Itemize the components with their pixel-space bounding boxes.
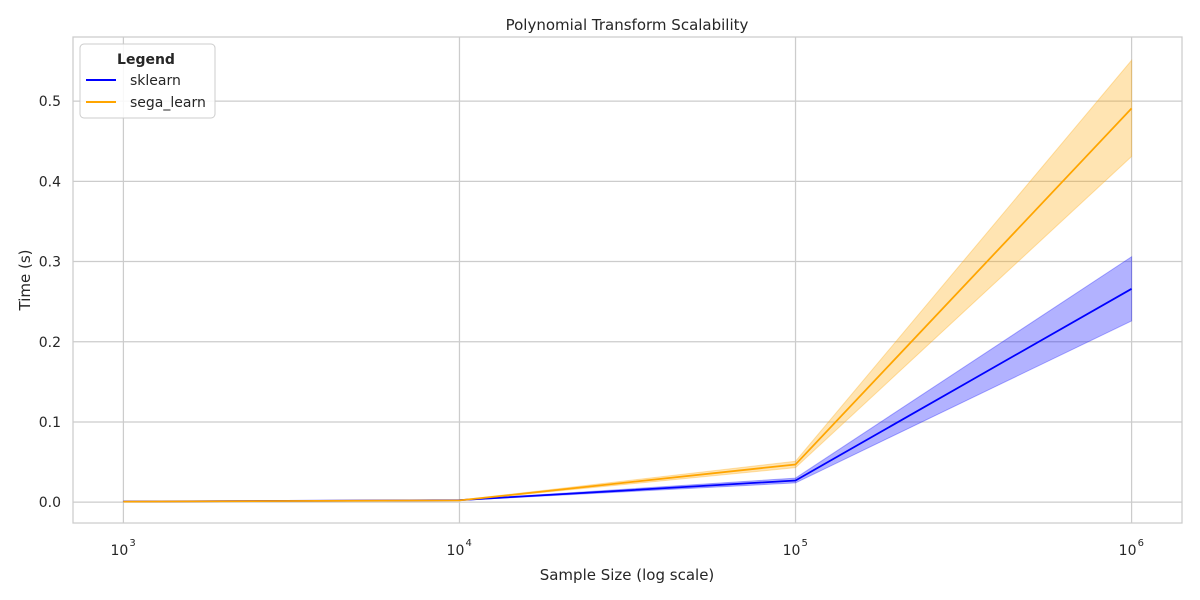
line-sega-learn — [123, 107, 1133, 503]
y-tick-label: 0.3 — [39, 255, 61, 271]
y-axis-ticks: 0.0 0.1 0.2 0.3 0.4 0.5 — [39, 94, 61, 511]
legend: Legend sklearn sega_learn — [79, 43, 216, 119]
x-tick-label: 10 — [447, 543, 465, 559]
chart-title: Polynomial Transform Scalability — [506, 16, 749, 34]
y-tick-label: 0.5 — [39, 94, 61, 110]
legend-label-sega-learn: sega_learn — [130, 95, 206, 111]
x-axis-ticks: 10 3 10 4 10 5 10 6 — [110, 538, 1143, 559]
grid — [73, 37, 1182, 523]
legend-label-sklearn: sklearn — [130, 73, 181, 89]
series-lines — [123, 107, 1133, 503]
legend-box — [79, 43, 216, 119]
plot-area — [73, 37, 1182, 523]
x-tick-label: 10 — [783, 543, 801, 559]
y-tick-label: 0.2 — [39, 335, 61, 351]
y-tick-label: 0.4 — [39, 174, 61, 190]
legend-title: Legend — [117, 52, 175, 68]
x-tick-exponent: 6 — [1138, 538, 1144, 549]
x-tick-exponent: 4 — [465, 538, 471, 549]
x-tick-exponent: 5 — [802, 538, 808, 549]
x-tick-label: 10 — [110, 543, 128, 559]
y-tick-label: 0.0 — [39, 495, 61, 511]
x-tick-label: 10 — [1119, 543, 1137, 559]
x-tick-exponent: 3 — [129, 538, 135, 549]
x-axis-label: Sample Size (log scale) — [540, 566, 715, 584]
y-tick-label: 0.1 — [39, 415, 61, 431]
y-axis-label: Time (s) — [16, 250, 34, 312]
plot-frame — [72, 36, 1183, 524]
